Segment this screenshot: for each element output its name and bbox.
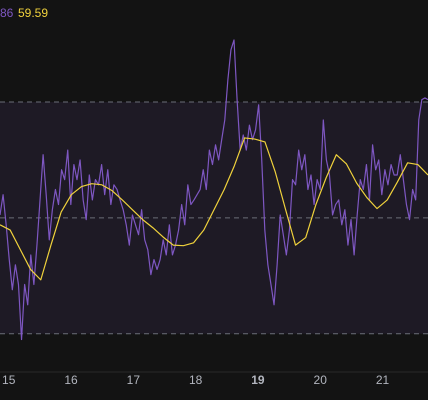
- x-tick-label: 20: [314, 373, 328, 387]
- x-tick-label: 18: [189, 373, 203, 387]
- header-value: 86: [0, 6, 14, 20]
- header-value: 59.59: [18, 6, 48, 20]
- series-line: [0, 39, 428, 341]
- x-tick-label: 15: [2, 373, 16, 387]
- x-tick-label: 17: [127, 373, 141, 387]
- x-tick-label: 19: [251, 373, 265, 387]
- plot: 15 16 17 18 19 20 21: [0, 39, 428, 387]
- series-line: [0, 137, 428, 281]
- x-tick-label: 21: [376, 373, 390, 387]
- x-tick-label: 16: [64, 373, 78, 387]
